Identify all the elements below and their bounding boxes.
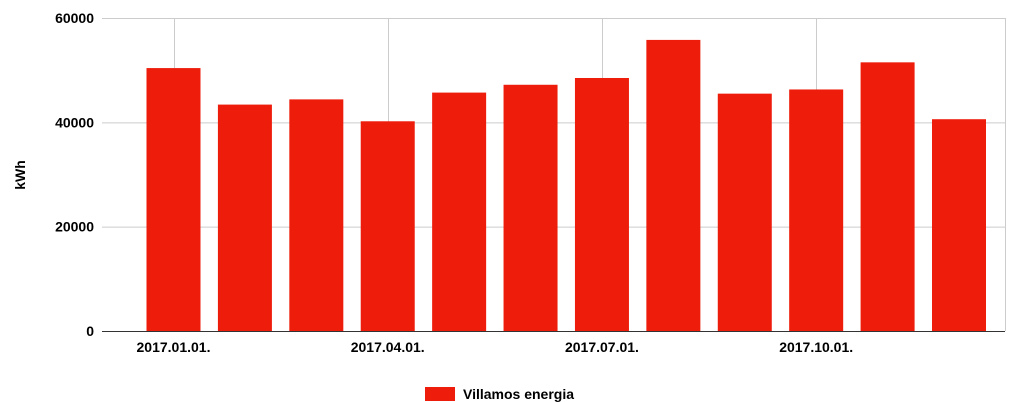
bar (289, 99, 344, 331)
bar-series (146, 39, 986, 332)
bar (860, 62, 915, 331)
bar (717, 93, 772, 332)
bar (932, 119, 986, 331)
y-axis-title: kWh (12, 160, 28, 190)
x-tick-label: 2017.01.01. (137, 339, 211, 355)
bar (432, 92, 487, 332)
bar (217, 104, 272, 331)
y-tick-label: 0 (86, 323, 94, 339)
y-tick-label: 20000 (55, 219, 94, 235)
legend: Villamos energia (425, 386, 574, 402)
x-tick-label: 2017.04.01. (351, 339, 425, 355)
x-axis-ticks: 2017.01.01. 2017.04.01. 2017.07.01. 2017.10… (137, 339, 854, 355)
bar (789, 89, 844, 332)
y-tick-label: 60000 (55, 10, 94, 26)
bar (503, 84, 558, 331)
x-tick-label: 2017.10.01. (779, 339, 853, 355)
legend-label: Villamos energia (463, 386, 575, 402)
x-tick-label: 2017.07.01. (565, 339, 639, 355)
y-axis-ticks: 0 20000 40000 60000 (55, 10, 94, 339)
bar (146, 68, 201, 331)
bar (574, 77, 629, 331)
y-tick-label: 40000 (55, 114, 94, 130)
legend-swatch (425, 387, 455, 401)
bar (360, 121, 415, 331)
bar (646, 39, 701, 331)
